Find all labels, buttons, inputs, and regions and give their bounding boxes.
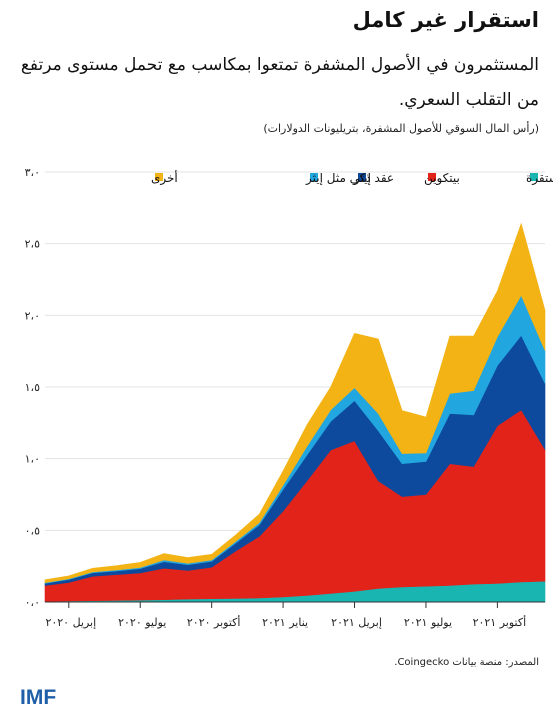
y-tick-label: ١،٥ xyxy=(25,381,40,394)
source-note: المصدر: منصة بيانات Coingecko. xyxy=(394,657,539,668)
imf-logo: IMF xyxy=(20,686,56,710)
x-tick-label: يوليو ٢٠٢١ xyxy=(404,616,452,629)
legend-label: بيتكوين xyxy=(424,171,460,186)
y-tick-label: ٠،٠ xyxy=(25,596,40,609)
y-tick-label: ٣،٠ xyxy=(25,166,40,179)
y-tick-label: ٠،٥ xyxy=(25,524,40,537)
y-tick-label: ٢،٠ xyxy=(25,309,40,322)
x-axis: إبريل ٢٠٢٠ يوليو ٢٠٢٠ أكتوبر ٢٠٢٠ يناير ٢٠٢… xyxy=(45,602,545,629)
y-tick-label: ١،٠ xyxy=(25,453,40,466)
x-tick-label: إبريل ٢٠٢١ xyxy=(331,616,382,629)
x-tick-label: إبريل ٢٠٢٠ xyxy=(45,616,96,629)
legend-label: عملات مستقرة xyxy=(526,171,553,186)
x-tick-label: أكتوبر ٢٠٢١ xyxy=(473,615,527,629)
legend-label: عقد ذكي مثل إيثر xyxy=(305,171,394,186)
x-tick-label: أكتوبر ٢٠٢٠ xyxy=(187,615,241,629)
stacked-areas xyxy=(45,224,545,602)
y-tick-label: ٢،٥ xyxy=(25,238,40,251)
y-axis: ٠،٠ ٠،٥ ١،٠ ١،٥ ٢،٠ ٢،٥ ٣،٠ xyxy=(25,166,40,609)
legend-label: أخرى xyxy=(151,170,178,186)
x-tick-label: يوليو ٢٠٢٠ xyxy=(118,616,166,629)
x-tick-label: يناير ٢٠٢١ xyxy=(262,616,308,629)
market-cap-area-chart: ٠،٠ ٠،٥ ١،٠ ١،٥ ٢،٠ ٢،٥ ٣،٠ إبريل ٢٠٢٠ يوليو ٢٠… xyxy=(0,0,553,650)
